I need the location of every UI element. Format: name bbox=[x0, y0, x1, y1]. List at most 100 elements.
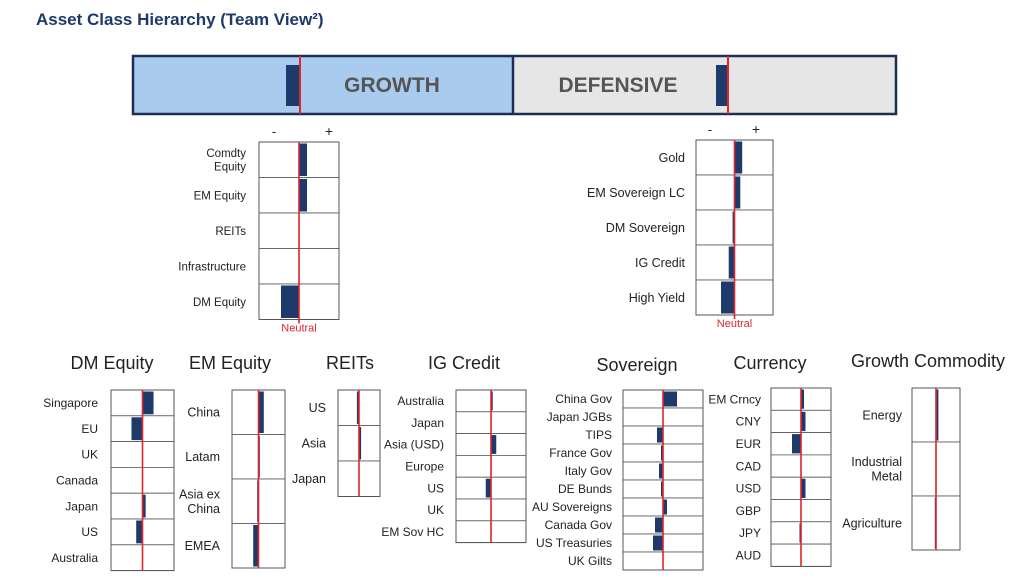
row-label-ig-credit: IG Credit bbox=[635, 256, 686, 270]
row-label-high-yield: High Yield bbox=[629, 291, 685, 305]
minus-label: - bbox=[708, 122, 712, 137]
row-label-cny: CNY bbox=[736, 415, 761, 429]
row-label-australia: Australia bbox=[51, 551, 98, 565]
tilt-bar-china-gov bbox=[663, 391, 677, 407]
row-label-industrial-metal: Industrial bbox=[851, 455, 902, 469]
top-tilt-bar-defensive bbox=[716, 65, 728, 106]
tilt-bar-eu bbox=[131, 417, 143, 441]
row-label-japan: Japan bbox=[411, 416, 444, 430]
tilt-bar-singapore bbox=[142, 391, 154, 415]
panel-title: IG Credit bbox=[428, 353, 500, 373]
panel-growth-panel: - + Comdty Equity EM Equity REITs Infrastructu… bbox=[178, 123, 340, 335]
panel-sovereign: Sovereign China Gov Japan JGBs TIPS France G… bbox=[532, 355, 704, 571]
row-label-japan-jgbs: Japan JGBs bbox=[547, 410, 612, 424]
panel-defensive-panel: - + Gold EM Sovereign LC DM Sovereign IG Cred… bbox=[587, 121, 774, 330]
row-label-us: US bbox=[309, 401, 326, 415]
tilt-bar-dm-sovereign bbox=[732, 211, 735, 244]
panel-title: REITs bbox=[326, 353, 374, 373]
row-label-dm-sovereign: DM Sovereign bbox=[606, 221, 685, 235]
tilt-bar-china bbox=[258, 391, 264, 433]
defensive-segment bbox=[513, 56, 896, 114]
tilt-bar-canada-gov bbox=[655, 517, 663, 533]
row-label-latam: Latam bbox=[185, 450, 220, 464]
row-label-tips: TIPS bbox=[585, 428, 612, 442]
tilt-bar-energy bbox=[936, 389, 939, 441]
row-label-uk: UK bbox=[81, 448, 98, 462]
row-label-industrial-metal: Metal bbox=[871, 470, 902, 484]
tilt-bar-us bbox=[136, 520, 143, 544]
row-label-asia-usd: Asia (USD) bbox=[384, 438, 444, 452]
top-tilt-bar-growth bbox=[286, 65, 300, 106]
minus-label: - bbox=[272, 124, 276, 139]
row-label-asia: Asia bbox=[302, 437, 326, 451]
tilt-bar-tips bbox=[657, 427, 663, 443]
row-label-aud: AUD bbox=[736, 548, 762, 562]
tilt-bar-us bbox=[485, 478, 491, 498]
tilt-bar-japan bbox=[142, 494, 146, 518]
row-label-canada: Canada bbox=[56, 474, 98, 488]
top-bar-frame bbox=[131, 54, 898, 116]
row-label-em-sov-hc: EM Sov HC bbox=[381, 525, 444, 539]
tilt-bar-usd bbox=[801, 478, 806, 498]
tilt-bar-comdty-equity bbox=[299, 143, 307, 176]
tilt-bar-emea bbox=[253, 525, 259, 567]
row-label-japan: Japan bbox=[65, 499, 98, 513]
row-label-em-sovereign-lc: EM Sovereign LC bbox=[587, 186, 685, 200]
row-label-usd: USD bbox=[736, 482, 762, 496]
panel-currency: Currency EM Crncy CNY EUR CAD USD GBP JPY AUD bbox=[708, 353, 832, 567]
panel-ig-credit: IG Credit Australia Japan Asia (USD) Europe U… bbox=[381, 353, 527, 544]
panel-title: EM Equity bbox=[189, 353, 271, 373]
row-label-us-treasuries: US Treasuries bbox=[536, 536, 612, 550]
row-label-australia: Australia bbox=[397, 394, 444, 408]
row-label-comdty-equity: Equity bbox=[214, 162, 246, 174]
neutral-label: Neutral bbox=[281, 323, 316, 335]
tilt-bar-us-treasuries bbox=[653, 535, 663, 551]
row-label-asia-ex-china: China bbox=[187, 502, 220, 516]
panel-title: DM Equity bbox=[70, 353, 153, 373]
tilt-bar-em-sovereign-lc bbox=[734, 176, 741, 209]
row-label-emea: EMEA bbox=[185, 539, 221, 553]
row-label-canada-gov: Canada Gov bbox=[545, 518, 612, 532]
page-title: Asset Class Hierarchy (Team View²) bbox=[36, 10, 324, 29]
row-label-us: US bbox=[81, 525, 98, 539]
row-label-italy-gov: Italy Gov bbox=[565, 464, 612, 478]
row-label-eur: EUR bbox=[736, 437, 762, 451]
row-label-de-bunds: DE Bunds bbox=[558, 482, 612, 496]
plus-label: + bbox=[752, 121, 760, 137]
row-label-comdty-equity: Comdty bbox=[206, 148, 246, 160]
tilt-bar-ig-credit bbox=[728, 246, 735, 279]
plus-label: + bbox=[325, 123, 333, 139]
row-label-dm-equity: DM Equity bbox=[193, 297, 246, 309]
row-label-energy: Energy bbox=[862, 408, 902, 422]
row-label-france-gov: France Gov bbox=[549, 446, 612, 460]
row-label-cad: CAD bbox=[736, 459, 762, 473]
tilt-bar-asia-usd bbox=[491, 435, 497, 454]
panel-title: Growth Commodity bbox=[851, 351, 1005, 371]
row-label-uk: UK bbox=[427, 503, 444, 517]
row-label-gold: Gold bbox=[659, 151, 685, 165]
neutral-label: Neutral bbox=[717, 318, 752, 330]
row-label-japan: Japan bbox=[292, 472, 326, 486]
tilt-bar-cny bbox=[801, 411, 806, 432]
tilt-bar-de-bunds bbox=[661, 481, 663, 497]
growth-defensive-bar: GROWTH DEFENSIVE bbox=[131, 54, 898, 116]
row-label-em-crncy: EM Crncy bbox=[708, 392, 761, 406]
tilt-bar-france-gov bbox=[661, 445, 663, 461]
row-label-uk-gilts: UK Gilts bbox=[568, 554, 612, 568]
tilt-bar-dm-equity bbox=[281, 285, 299, 318]
tilt-bar-high-yield bbox=[721, 281, 735, 314]
row-label-us: US bbox=[427, 481, 444, 495]
tilt-bar-eur bbox=[792, 434, 801, 454]
growth-segment bbox=[133, 56, 513, 114]
row-label-china-gov: China Gov bbox=[555, 392, 612, 406]
row-label-eu: EU bbox=[81, 422, 98, 436]
row-label-europe: Europe bbox=[405, 460, 444, 474]
growth-label: GROWTH bbox=[344, 74, 440, 97]
tilt-bar-em-equity bbox=[299, 179, 307, 212]
panel-dm-equity: DM Equity Singapore EU UK Canada Japan US Austr… bbox=[43, 353, 175, 572]
row-label-reits: REITs bbox=[215, 226, 246, 238]
row-label-agriculture: Agriculture bbox=[842, 516, 902, 530]
